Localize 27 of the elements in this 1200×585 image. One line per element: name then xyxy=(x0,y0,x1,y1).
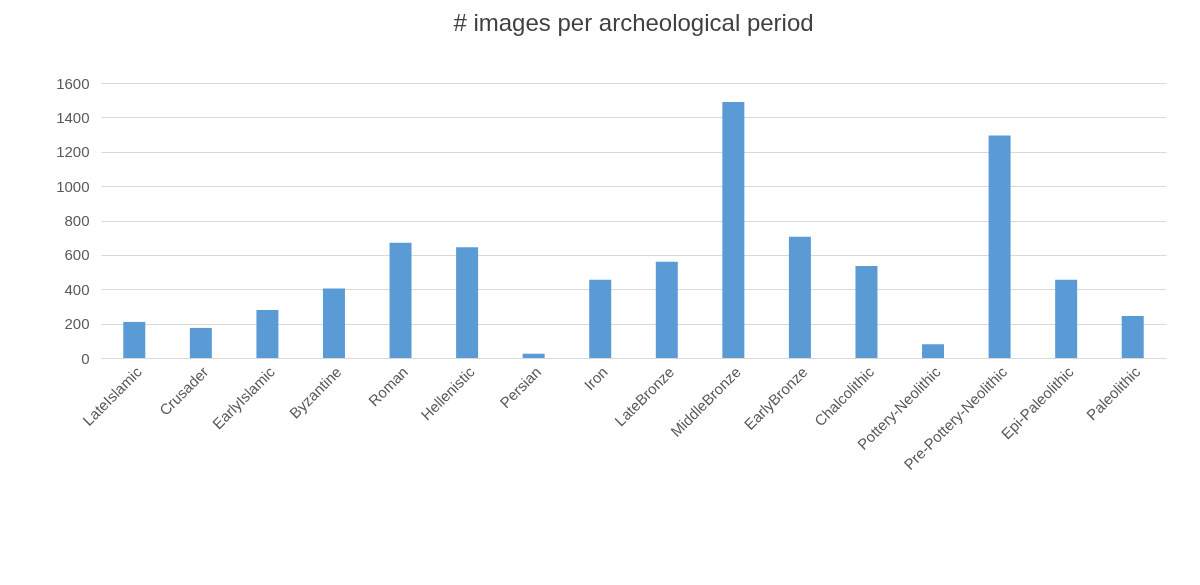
bar xyxy=(256,309,279,358)
bar xyxy=(589,279,612,358)
bar xyxy=(1121,315,1144,358)
y-tick-label: 1400 xyxy=(56,108,90,126)
bar xyxy=(722,101,745,358)
y-tick-label: 1200 xyxy=(56,143,90,161)
y-tick-label: 400 xyxy=(64,280,90,298)
bar xyxy=(189,327,212,358)
bar xyxy=(988,135,1011,358)
y-tick-label: 800 xyxy=(64,212,90,229)
y-tick-label: 1000 xyxy=(56,177,90,195)
y-tick-label: 600 xyxy=(64,246,90,264)
bar xyxy=(322,288,345,358)
bar xyxy=(1055,279,1078,358)
bar xyxy=(922,344,945,358)
y-tick-label: 0 xyxy=(81,349,90,367)
bar xyxy=(788,236,811,358)
y-tick-label: 200 xyxy=(64,315,90,333)
bar xyxy=(522,353,545,358)
bar xyxy=(655,261,678,358)
bar xyxy=(456,247,479,358)
y-tick-label: 1600 xyxy=(56,74,90,92)
chart-title: # images per archeological period xyxy=(453,9,814,36)
x-tick-label: Iron xyxy=(580,363,611,394)
bar xyxy=(855,266,878,358)
bar xyxy=(389,242,412,358)
bar xyxy=(123,321,146,358)
